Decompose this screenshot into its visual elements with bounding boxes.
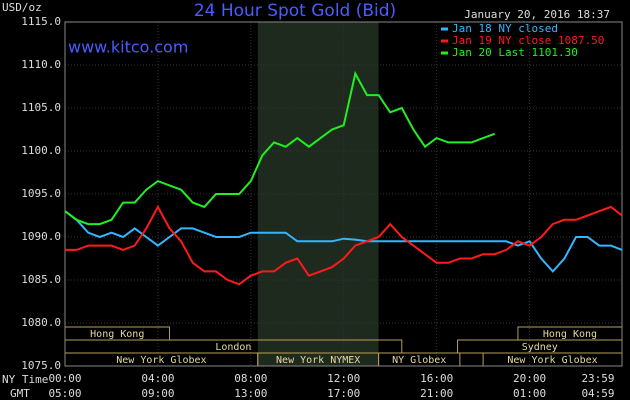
plot-frame: [64, 21, 623, 367]
x-tick-label: 04:00: [141, 372, 174, 385]
timestamp: January 20, 2016 18:37: [464, 8, 610, 21]
y-tick-label: 1095.0: [21, 187, 61, 200]
x2-tick-label: 17:00: [327, 387, 360, 400]
x2-row-label: GMT: [10, 387, 30, 400]
y-tick-label: 1090.0: [21, 230, 61, 243]
session-label: Sydney: [522, 342, 558, 353]
x-tick-label: 20:00: [513, 372, 546, 385]
session-label: New York Globex: [116, 355, 206, 366]
legend-label: Jan 18 NY closed: [452, 22, 558, 35]
session-label: NY Globex: [392, 355, 446, 366]
y-axis-label: USD/oz: [2, 1, 42, 14]
watermark: www.kitco.com: [68, 38, 188, 57]
session-label: London: [215, 342, 251, 353]
series-line: [64, 210, 623, 273]
y-tick-label: 1100.0: [21, 144, 61, 157]
x2-tick-label: 05:00: [48, 387, 81, 400]
x2-tick-label: 13:00: [234, 387, 267, 400]
legend-label: Jan 20 Last 1101.30: [452, 46, 578, 59]
x-tick-label: 08:00: [234, 372, 267, 385]
chart-title: 24 Hour Spot Gold (Bid): [194, 1, 396, 21]
x2-tick-label: 21:00: [420, 387, 453, 400]
x-tick-label: 16:00: [420, 372, 453, 385]
y-tick-label: 1085.0: [21, 273, 61, 286]
series-line: [65, 204, 623, 286]
x2-tick-label: 01:00: [513, 387, 546, 400]
session-label: Hong Kong: [90, 329, 144, 340]
y-tick-label: 1075.0: [21, 359, 61, 372]
session-label: New York NYMEX: [276, 355, 360, 366]
x2-tick-label: 04:59: [581, 387, 614, 400]
x-tick-label: 00:00: [48, 372, 81, 385]
series-line: [64, 70, 496, 226]
y-tick-label: 1110.0: [21, 58, 61, 71]
x-tick-label: 12:00: [327, 372, 360, 385]
legend-label: Jan 19 NY close 1087.50: [452, 34, 604, 47]
session-label: Hong Kong: [543, 329, 597, 340]
y-tick-label: 1115.0: [21, 15, 61, 28]
x-tick-label: 23:59: [581, 372, 614, 385]
x-row-label: NY Time: [2, 373, 48, 386]
x2-tick-label: 09:00: [141, 387, 174, 400]
session-label: New York Globex: [507, 355, 597, 366]
y-tick-label: 1080.0: [21, 316, 61, 329]
y-tick-label: 1105.0: [21, 101, 61, 114]
